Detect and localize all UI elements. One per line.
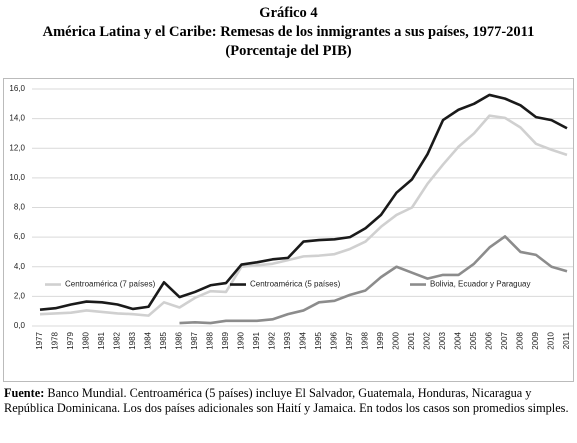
x-tick-label: 1978 (51, 331, 60, 349)
series-line (39, 93, 568, 312)
x-tick-label: 1984 (144, 331, 153, 349)
y-tick-label: 14,0 (9, 114, 25, 123)
legend-label: Bolivia, Ecuador y Paraguay (430, 280, 531, 289)
x-tick-label: 1987 (190, 331, 199, 349)
x-tick-label: 2010 (547, 331, 556, 349)
x-tick-label: 2011 (562, 331, 571, 349)
x-tick-label: 1996 (330, 331, 339, 349)
chart: 0,0 2,0 4,0 6,0 8,0 10,0 12,0 14,0 16,0 1977 1978 1… (3, 78, 574, 382)
x-tick-label: 1986 (175, 331, 184, 349)
x-tick-label: 1988 (206, 331, 215, 349)
figure-label: Gráfico 4 (259, 5, 318, 21)
x-tick-label: 1981 (97, 331, 106, 349)
source-text: Banco Mundial. Centroamérica (5 países) … (4, 386, 569, 415)
x-tick-label: 2005 (469, 331, 478, 349)
chart-frame (3, 78, 574, 382)
x-tick-label: 1977 (35, 331, 44, 349)
x-tick-label: 1983 (128, 331, 137, 349)
chart-title: América Latina y el Caribe: Remesas de l… (42, 24, 535, 40)
x-tick-label: 2003 (438, 331, 447, 349)
header: Gráfico 4 América Latina y el Caribe: Re… (0, 0, 577, 61)
x-tick-label: 1997 (345, 331, 354, 349)
x-tick-label: 2001 (407, 331, 416, 349)
y-tick-label: 12,0 (9, 143, 25, 152)
series-line (179, 235, 568, 325)
x-tick-label: 1980 (82, 331, 91, 349)
legend-label: Centroamérica (5 países) (250, 280, 341, 289)
x-tick-label: 1995 (314, 331, 323, 349)
x-tick-label: 2009 (531, 331, 540, 349)
x-tick-label: 1993 (283, 331, 292, 349)
x-tick-label: 1989 (221, 331, 230, 349)
source-label: Fuente: (4, 386, 45, 400)
y-tick-label: 16,0 (9, 84, 25, 93)
x-tick-label: 2004 (454, 331, 463, 349)
x-tick-label: 1982 (113, 331, 122, 349)
x-tick-label: 1999 (376, 331, 385, 349)
y-tick-label: 10,0 (9, 173, 25, 182)
legend-label: Centroamérica (7 países) (65, 280, 156, 289)
x-tick-label: 2000 (392, 331, 401, 349)
y-tick-label: 2,0 (14, 291, 26, 300)
y-tick-label: 8,0 (14, 203, 26, 212)
x-tick-label: 2008 (516, 331, 525, 349)
x-tick-label: 1979 (66, 331, 75, 349)
y-tick-label: 4,0 (14, 262, 26, 271)
x-tick-label: 1991 (252, 331, 261, 349)
x-tick-label: 1998 (361, 331, 370, 349)
x-tick-label: 2007 (500, 331, 509, 349)
y-tick-label: 6,0 (14, 232, 26, 241)
x-tick-label: 2002 (423, 331, 432, 349)
x-tick-label: 1994 (299, 331, 308, 349)
chart-subtitle: (Porcentaje del PIB) (225, 43, 352, 59)
x-tick-label: 1985 (159, 331, 168, 349)
x-tick-label: 1990 (237, 331, 246, 349)
series-line (39, 114, 568, 317)
x-tick-label: 2006 (485, 331, 494, 349)
x-tick-label: 1992 (268, 331, 277, 349)
y-tick-label: 0,0 (14, 321, 26, 330)
footnote: Fuente: Banco Mundial. Centroamérica (5 … (4, 386, 574, 416)
